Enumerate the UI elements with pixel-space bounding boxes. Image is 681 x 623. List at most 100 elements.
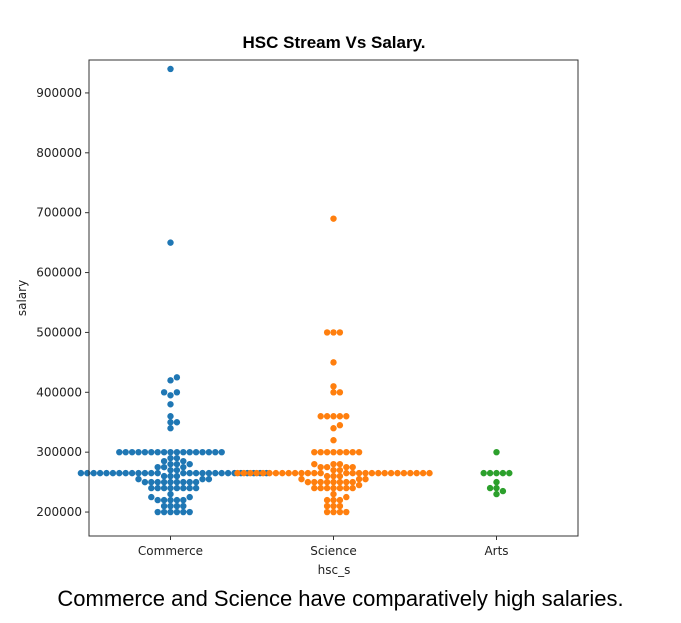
data-point [336,472,344,480]
chart-title: HSC Stream Vs Salary. [243,33,426,52]
data-point [173,484,181,492]
data-point [141,469,149,477]
y-axis: 200000 300000 400000 500000 600000 700000 8000… [36,86,89,519]
data-point [311,460,318,468]
data-point [336,422,344,429]
data-point [180,502,187,510]
data-point [330,215,337,222]
data-point [180,469,187,477]
data-point [167,484,174,492]
data-point [192,478,200,486]
data-point [336,496,344,504]
data-point [240,469,248,477]
data-point [160,496,168,504]
data-point [493,490,500,498]
data-point [323,463,331,471]
data-point [311,469,318,477]
data-point [311,484,318,492]
data-point [167,508,174,516]
data-point [343,478,350,486]
data-point [84,469,91,477]
data-point [266,469,273,477]
data-point [506,469,513,477]
data-point [167,454,174,462]
data-point [199,475,206,483]
y-tick-label: 800000 [36,146,82,160]
data-point [311,478,318,486]
x-axis-label: hsc_s [318,563,351,577]
data-point [323,496,331,504]
data-point [173,448,181,456]
data-point [336,484,344,492]
data-point [154,478,161,486]
data-point [330,472,337,480]
data-point [135,448,142,456]
data-point [199,448,206,456]
data-point [154,448,161,456]
data-point [180,478,187,486]
data-point [154,508,161,516]
data-point [493,484,500,492]
data-point [212,448,219,456]
data-point [141,478,149,486]
data-point [148,484,155,492]
data-point [116,469,123,477]
data-point [355,475,363,483]
data-point [160,478,168,486]
data-point [381,469,388,477]
swarm-chart: HSC Stream Vs Salary. 200000 300000 400000… [15,33,579,577]
data-point [122,448,129,456]
data-point [167,239,174,246]
data-point [212,469,219,477]
x-tick-label: Commerce [138,544,203,558]
data-point [167,413,174,420]
data-point [336,413,344,420]
data-point [291,469,299,477]
data-point [317,463,324,471]
data-point [349,463,356,471]
data-point [128,448,136,456]
data-point [90,469,97,477]
plot-area [77,65,513,516]
data-point [180,484,187,492]
data-point [343,463,350,471]
data-point [234,469,241,477]
data-point [173,496,181,504]
data-point [148,469,155,477]
data-point [167,377,174,384]
data-point [298,475,305,483]
data-point [330,383,337,390]
data-point [343,413,350,420]
data-point [135,475,142,483]
data-point [317,448,324,456]
data-point [330,359,337,366]
data-point [413,469,420,477]
data-point [96,469,104,477]
data-point [167,472,174,480]
data-point [387,469,395,477]
data-point [128,469,136,477]
data-point [355,448,363,456]
y-tick-label: 400000 [36,385,82,399]
data-point [375,469,382,477]
data-point [160,457,168,465]
data-point [330,425,337,432]
data-point [349,484,356,492]
data-point [186,484,193,492]
data-point [186,478,193,486]
data-point [330,460,337,468]
data-point [330,437,337,444]
data-point [160,448,168,456]
data-point [167,419,174,426]
data-point [167,490,174,498]
data-point [486,469,494,477]
data-point [167,460,174,468]
data-point [173,478,181,486]
data-point [419,469,427,477]
data-point [336,502,344,510]
data-point [349,469,356,477]
data-point [368,469,376,477]
data-point [323,508,331,516]
data-point [298,469,305,477]
data-point [330,478,337,486]
